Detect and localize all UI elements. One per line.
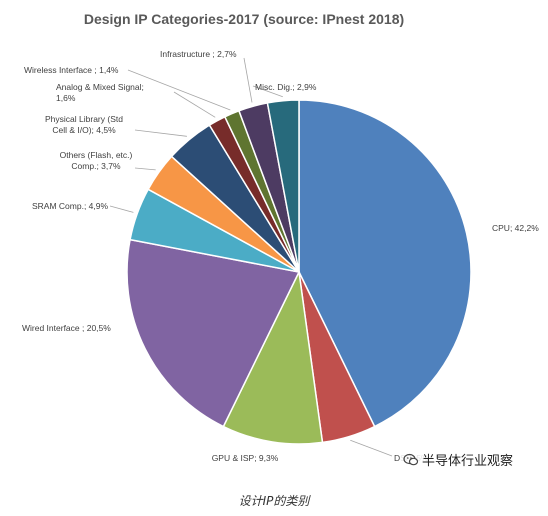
leader-line: [109, 205, 134, 213]
slice-label: CPU; 42,2%: [492, 223, 539, 233]
slice-label: Analog & Mixed Signal; 1,6%: [56, 82, 144, 103]
leader-line: [350, 439, 393, 457]
leader-line: [252, 85, 283, 98]
pie-slices: [126, 99, 472, 445]
slice-label: Infrastructure ; 2,7%: [160, 49, 237, 59]
watermark-text: 半导体行业观察: [422, 454, 514, 469]
pie-slice: [126, 238, 301, 428]
pie-slice: [298, 99, 472, 428]
slice-label: Others (Flash, etc.) Comp.; 3,7%: [60, 150, 133, 171]
leader-line: [127, 69, 231, 111]
leader-lines: [109, 57, 393, 457]
watermark: 半导体行业观察: [400, 449, 517, 470]
slice-label: Misc. Dig.; 2,9%: [255, 82, 317, 92]
leader-line: [243, 57, 253, 103]
wechat-icon: [403, 453, 419, 465]
pie-chart: Design IP Categories-2017 (source: IPnes…: [22, 11, 539, 463]
slice-label: Wireless Interface ; 1,4%: [24, 65, 119, 75]
leader-line: [134, 129, 187, 137]
pie-slice: [266, 99, 300, 273]
pie-slice: [222, 269, 324, 445]
figure-caption: 设计IP的类别: [238, 494, 310, 508]
slice-label: Physical Library (Std Cell & I/O); 4,5%: [45, 114, 123, 135]
chart-title: Design IP Categories-2017 (source: IPnes…: [84, 11, 404, 27]
slice-label: Wired Interface ; 20,5%: [22, 323, 111, 333]
leader-line: [173, 91, 216, 118]
leader-line: [134, 167, 156, 171]
slice-label: GPU & ISP; 9,3%: [212, 453, 279, 463]
slice-label: SRAM Comp.; 4,9%: [32, 201, 108, 211]
